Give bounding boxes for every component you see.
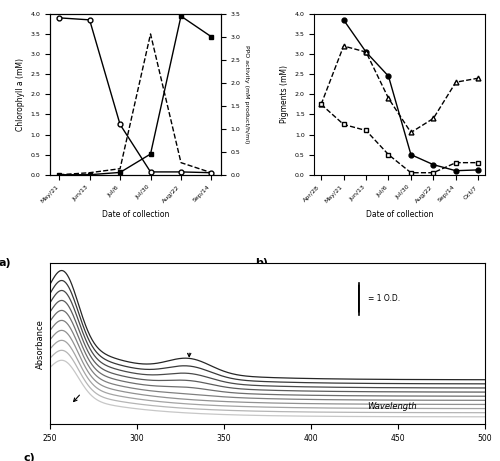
Text: a): a): [0, 259, 12, 268]
Text: c): c): [24, 453, 36, 461]
X-axis label: Date of collection: Date of collection: [366, 210, 434, 219]
X-axis label: Date of collection: Date of collection: [102, 210, 169, 219]
Text: Wavelength: Wavelength: [368, 402, 417, 411]
Text: = 1 O.D.: = 1 O.D.: [368, 294, 400, 303]
Y-axis label: Absorbance: Absorbance: [36, 319, 44, 369]
Text: b): b): [254, 259, 268, 268]
Y-axis label: PPO activity (mM product/h/ml): PPO activity (mM product/h/ml): [244, 45, 248, 143]
Y-axis label: Pigments (mM): Pigments (mM): [280, 65, 289, 123]
Y-axis label: Chlorophyll a (mM): Chlorophyll a (mM): [16, 58, 25, 131]
